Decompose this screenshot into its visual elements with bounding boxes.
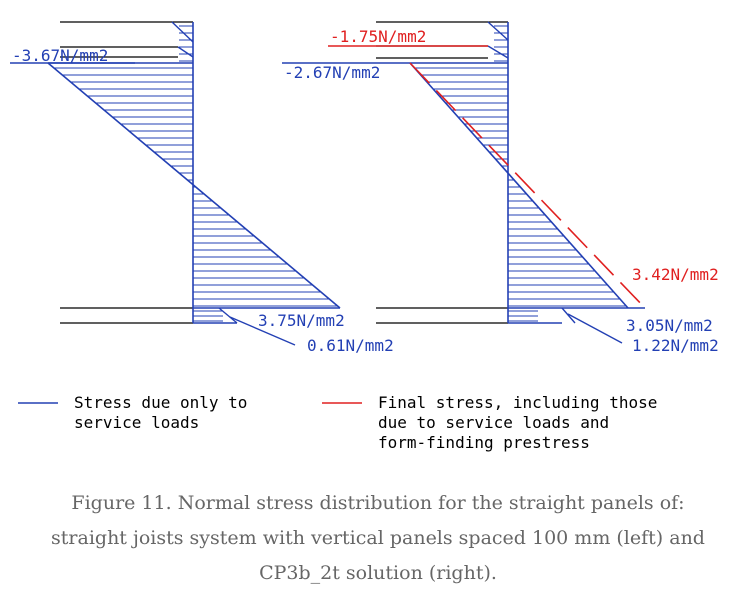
left-slab-stress-label: 0.61N/mm2 [307,336,394,355]
left-slab-leader-2 [218,307,238,324]
right-final-bottom-stress-label: 3.42N/mm2 [632,265,719,284]
left-stress-hatching [53,25,338,322]
legend: Stress due only to service loads Final s… [18,393,657,452]
left-stress-diagonal [47,62,341,309]
right-slab-callout [567,313,623,344]
legend-label-final-stress-line-1: Final stress, including those [378,393,657,412]
right-top-sawtooth-2 [487,45,509,59]
left-stress-diagram [10,21,341,346]
right-bottom-stress-label: 3.05N/mm2 [626,316,713,335]
right-stress-diagram [282,21,646,344]
right-stress-diagonal [409,62,629,309]
right-slab-stress-label: 1.22N/mm2 [632,336,719,355]
left-top-sawtooth-1 [171,21,194,43]
legend-label-final-stress-line-2: due to service loads and [378,413,609,432]
caption-line-1: Figure 11. Normal stress distribution fo… [71,492,685,514]
left-bottom-stress-label: 3.75N/mm2 [258,311,345,330]
legend-label-service-loads-line-2: service loads [74,413,199,432]
caption-line-2: straight joists system with vertical pan… [51,527,705,549]
right-top-stress-label: -2.67N/mm2 [284,63,380,82]
legend-label-service-loads-line-1: Stress due only to [74,393,247,412]
left-top-sawtooth-2 [177,46,194,58]
figure-caption: Figure 11. Normal stress distribution fo… [0,486,756,591]
caption-line-3: CP3b_2t solution (right). [259,562,497,584]
right-top-sawtooth-1 [487,21,509,41]
right-stress-hatching [414,25,627,322]
right-slab-leader-2 [561,307,576,324]
left-slab-callout [229,316,296,346]
legend-label-final-stress-line-3: form-finding prestress [378,433,590,452]
left-top-stress-label: -3.67N/mm2 [12,46,108,65]
right-final-top-stress-label: -1.75N/mm2 [330,27,426,46]
right-final-stress-dashed [409,62,646,309]
